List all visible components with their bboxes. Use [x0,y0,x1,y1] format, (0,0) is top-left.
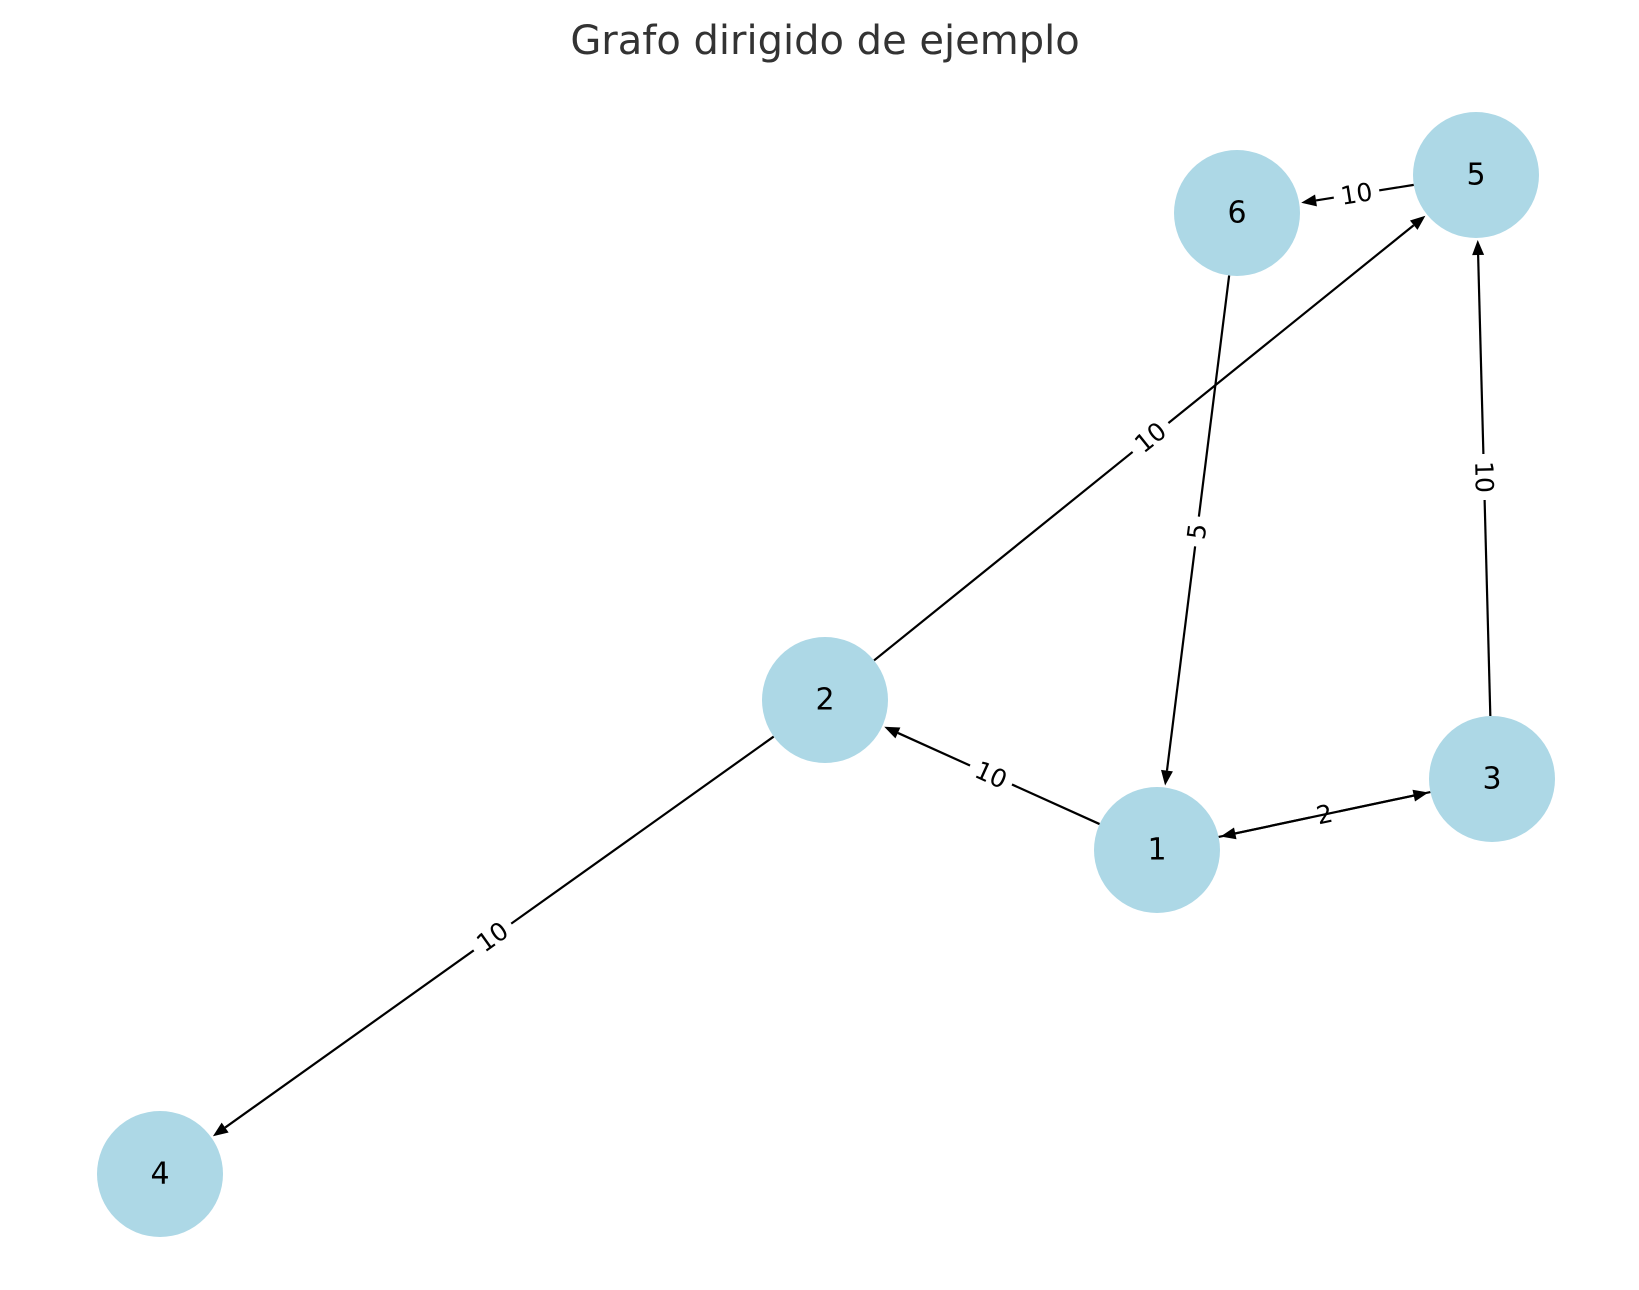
edge-weight-label: 10 [464,910,521,964]
node-3: 3 [1429,716,1555,842]
node-circle [1174,150,1300,276]
node-label: 2 [815,683,834,718]
node-circle [762,637,888,763]
node-label: 1 [1147,833,1166,868]
node-5: 5 [1413,112,1539,238]
node-label: 3 [1482,762,1501,797]
node-circle [1094,787,1220,913]
edge-label-bg [963,750,1019,800]
edge-label-bg [464,910,521,964]
edge-weight-label: 10 [963,750,1019,800]
edge-2-5: 10 [873,215,1426,662]
edge-label-bg [1467,453,1501,501]
arrow-head-icon [212,1122,229,1137]
node-1: 1 [1094,787,1220,913]
node-label: 4 [150,1157,169,1192]
arrow-head-icon [1220,827,1237,840]
edge-weight-label: 10 [1331,174,1382,214]
arrow-head-icon [1301,194,1317,207]
edge-weight-text: 10 [1469,461,1499,494]
node-label: 5 [1466,158,1485,193]
edge-weight-label: 10 [1122,410,1179,465]
edge-1-2: 10 [884,726,1101,826]
arrow-head-icon [884,726,901,739]
edge-weight-label: 5 [1179,514,1215,549]
edge-label-bg [1122,410,1179,465]
node-circle [97,1111,223,1237]
edges-layer: 10 2 10 10 10 10 5 [212,174,1501,1137]
arrow-head-icon [1409,215,1426,230]
node-4: 4 [97,1111,223,1237]
edge-3-1 [1220,790,1431,840]
nodes-layer: 1 2 3 4 5 6 [97,112,1555,1237]
edge-6-1: 5 [1161,275,1231,786]
edge-line [1235,790,1431,835]
node-circle [1413,112,1539,238]
arrow-head-icon [1161,769,1173,786]
node-circle [1429,716,1555,842]
edge-3-5: 10 [1467,239,1501,717]
edge-5-6: 10 [1301,174,1414,214]
arrow-head-icon [1472,239,1485,256]
edge-2-4: 10 [212,735,775,1137]
node-6: 6 [1174,150,1300,276]
node-2: 2 [762,637,888,763]
edge-weight-label: 10 [1467,453,1501,501]
edge-label-bg [1331,174,1382,214]
node-label: 6 [1227,196,1246,231]
edge-weight-text: 5 [1182,522,1213,541]
edge-label-bg [1179,514,1215,549]
graph-title: Grafo dirigido de ejemplo [570,18,1079,64]
edge-weight-text: 10 [1339,177,1375,211]
